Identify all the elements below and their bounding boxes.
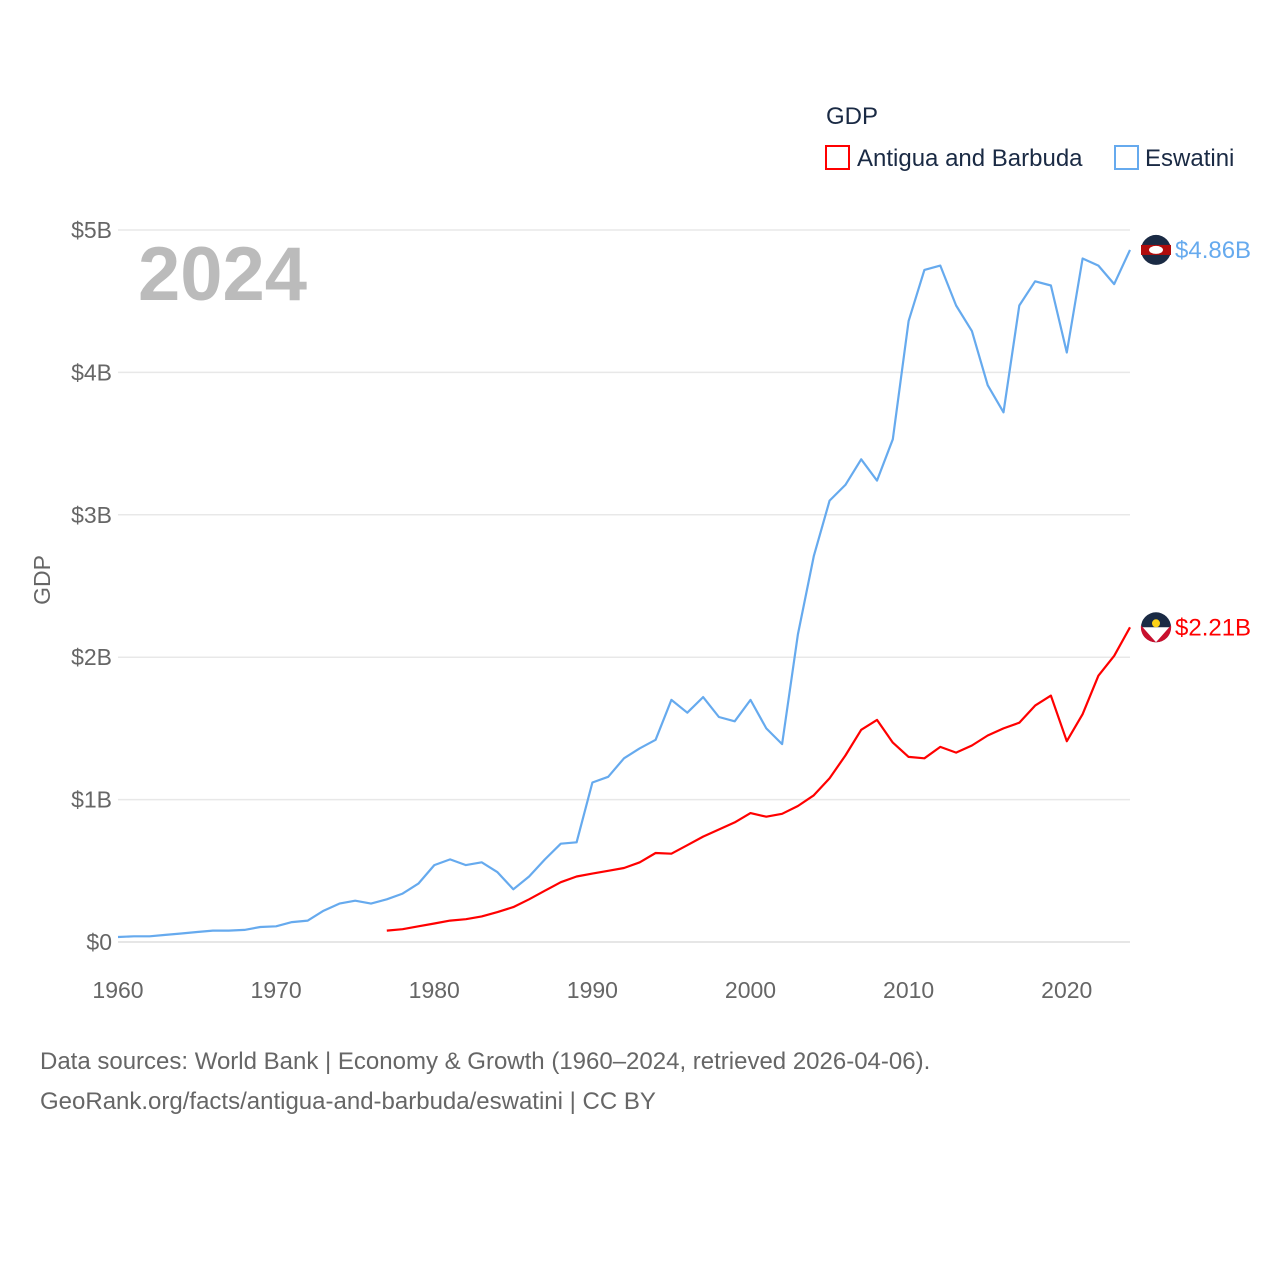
- x-tick-label: 2010: [883, 977, 934, 1003]
- x-tick-label: 2020: [1041, 977, 1092, 1003]
- source-line-1: Data sources: World Bank | Economy & Gro…: [40, 1048, 931, 1075]
- year-watermark: 2024: [138, 232, 307, 317]
- source-line-2[interactable]: GeoRank.org/facts/antigua-and-barbuda/es…: [40, 1088, 656, 1115]
- antigua-flag-icon: [1140, 612, 1172, 643]
- series-line-antigua[interactable]: [386, 626, 1131, 932]
- legend: GDP Antigua and Barbuda Eswatini: [825, 103, 1234, 172]
- y-tick-label: $5B: [71, 217, 112, 243]
- x-tick-label: 1990: [567, 977, 618, 1003]
- y-tick-label: $3B: [71, 502, 112, 528]
- legend-title: GDP: [826, 103, 878, 130]
- end-value-label: $2.21B: [1175, 614, 1251, 641]
- y-tick-label: $4B: [71, 359, 112, 385]
- legend-label-eswatini[interactable]: Eswatini: [1145, 145, 1234, 172]
- data-source-footer: Data sources: World Bank | Economy & Gro…: [40, 1042, 930, 1122]
- y-tick-label: $2B: [71, 644, 112, 670]
- eswatini-flag-icon: [1141, 234, 1171, 265]
- y-tick-label: $1B: [71, 787, 112, 813]
- x-tick-label: 2000: [725, 977, 776, 1003]
- y-axis-label: GDP: [29, 555, 55, 605]
- end-value-label: $4.86B: [1175, 237, 1251, 264]
- series-line-eswatini[interactable]: [117, 249, 1131, 939]
- x-tick-label: 1970: [251, 977, 302, 1003]
- legend-swatch-eswatini[interactable]: [1114, 145, 1139, 170]
- legend-label-antigua[interactable]: Antigua and Barbuda: [857, 145, 1083, 172]
- legend-swatch-antigua[interactable]: [825, 145, 850, 170]
- x-tick-label: 1960: [92, 977, 143, 1003]
- x-tick-label: 1980: [409, 977, 460, 1003]
- y-tick-label: $0: [86, 929, 112, 955]
